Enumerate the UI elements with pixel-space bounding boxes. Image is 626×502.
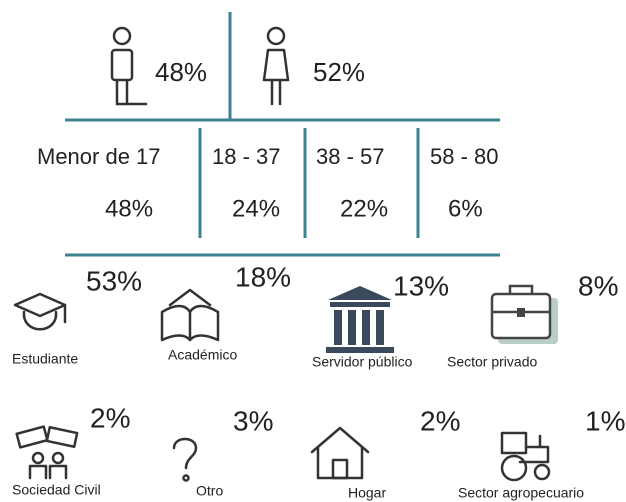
occupation-label: Sociedad Civil <box>12 482 101 498</box>
occupation-value: 13% <box>393 270 449 301</box>
age-value: 24% <box>232 195 280 222</box>
gender-value: 52% <box>313 57 365 87</box>
house-icon <box>310 426 370 480</box>
briefcase-icon <box>490 284 558 344</box>
age-value: 48% <box>105 195 153 222</box>
age-value: 6% <box>448 195 483 222</box>
female-icon <box>262 26 290 106</box>
age-label: Menor de 17 <box>37 144 161 169</box>
age-label: 38 - 57 <box>316 144 385 169</box>
occupation-value: 53% <box>86 265 142 296</box>
occupation-value: 8% <box>578 270 618 301</box>
question-icon <box>172 437 198 482</box>
age-label: 58 - 80 <box>430 144 499 169</box>
protest-icon <box>15 425 79 480</box>
occupation-label: Sector agropecuario <box>458 485 584 501</box>
student-icon <box>13 292 67 331</box>
occupation-value: 2% <box>90 402 130 433</box>
occupation-label: Sector privado <box>447 354 537 370</box>
occupation-label: Hogar <box>348 485 386 501</box>
building-icon <box>326 286 394 353</box>
occupation-label: Estudiante <box>12 351 78 367</box>
age-label: 18 - 37 <box>212 144 281 169</box>
occupation-value: 3% <box>233 405 273 436</box>
book-icon <box>160 288 220 342</box>
occupation-value: 2% <box>420 405 460 436</box>
age-value: 22% <box>340 195 388 222</box>
occupation-label: Académico <box>168 347 237 363</box>
occupation-value: 18% <box>235 261 291 292</box>
occupation-label: Otro <box>196 483 223 499</box>
occupation-value: 1% <box>585 405 625 436</box>
gender-value: 48% <box>155 57 207 87</box>
tractor-icon <box>500 431 551 482</box>
male-icon <box>110 26 148 106</box>
occupation-label: Servidor público <box>312 354 413 370</box>
